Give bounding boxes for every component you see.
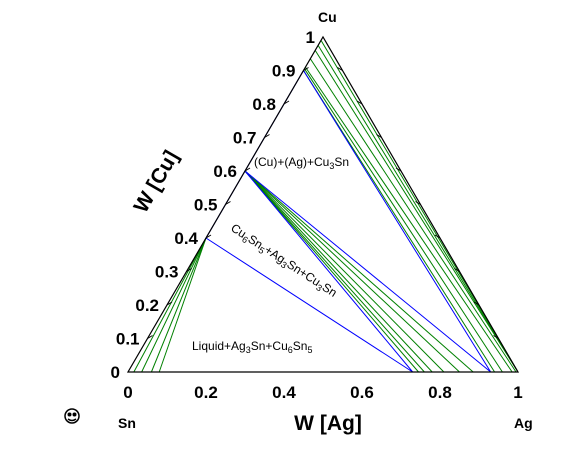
right-edge-tick-4 <box>434 234 441 239</box>
right-edge-tick-7 <box>376 134 382 138</box>
left-edge-tick-5 <box>225 201 231 205</box>
tie-line-17 <box>304 68 503 373</box>
x-tick-label-3: 0.6 <box>350 383 374 402</box>
y-tick-label-1: 0.1 <box>116 330 140 349</box>
y-tick-label-0: 0 <box>111 363 120 382</box>
tie-line-12 <box>305 66 513 373</box>
tie-triangles-layer <box>205 69 492 373</box>
right-edge-tick-2 <box>473 301 480 306</box>
tie-line-7 <box>244 170 460 373</box>
right-edge-tick-1 <box>493 335 499 339</box>
y-tick-label-9: 0.9 <box>272 62 296 81</box>
y-tick-label-8: 0.8 <box>252 95 276 114</box>
y-tick-label-6: 0.6 <box>213 162 237 181</box>
right-edge-tick-9 <box>337 67 343 71</box>
tie-line-9 <box>244 170 433 373</box>
tie-line-18 <box>303 70 496 373</box>
left-edge-tick-4 <box>205 234 212 239</box>
y-tick-labels: 0 0.1 0.2 0.3 0.4 0.5 0.6 0.7 0.8 0.9 1 <box>111 28 315 382</box>
frame-ticks <box>147 67 499 339</box>
right-edge-tick-3 <box>454 268 460 272</box>
logo-icon <box>64 408 80 424</box>
tie-line-13 <box>309 58 517 373</box>
y-axis-title: W [Cu] <box>130 147 184 217</box>
vertex-label-ag: Ag <box>514 415 533 431</box>
tie-line-1 <box>150 237 207 373</box>
region-label-liquid-ag3sn-cu6sn5: Liquid+Ag3Sn+Cu6Sn5 <box>192 339 312 355</box>
x-axis-title: W [Ag] <box>294 412 362 435</box>
vertex-label-sn: Sn <box>118 415 136 431</box>
left-edge-tick-1 <box>147 335 153 339</box>
tie-line-10 <box>244 170 425 373</box>
x-tick-labels: 0 0.2 0.4 0.6 0.8 1 <box>123 383 522 402</box>
y-tick-label-4: 0.4 <box>174 229 198 248</box>
tie-line-14 <box>314 50 519 373</box>
left-edge-tick-9 <box>303 67 309 71</box>
vertex-label-cu: Cu <box>318 9 337 25</box>
y-tick-label-5: 0.5 <box>194 196 218 215</box>
right-edge-tick-5 <box>415 201 421 205</box>
y-tick-label-2: 0.2 <box>135 296 159 315</box>
left-edge-tick-8 <box>283 100 290 105</box>
right-edge-tick-6 <box>395 167 402 172</box>
x-tick-label-1: 0.2 <box>194 383 218 402</box>
y-tick-label-3: 0.3 <box>155 263 179 282</box>
x-tick-label-4: 0.8 <box>428 383 452 402</box>
x-tick-label-5: 1 <box>513 383 522 402</box>
tie-line-15 <box>317 45 518 371</box>
left-edge-tick-2 <box>166 301 173 306</box>
y-tick-label-7: 0.7 <box>233 129 257 148</box>
tie-line-2 <box>141 237 207 373</box>
tie-line-3 <box>133 237 207 373</box>
tie-line-6 <box>244 170 474 373</box>
tie-line-11 <box>244 170 419 373</box>
x-tick-label-2: 0.4 <box>272 383 296 402</box>
y-tick-label-10: 1 <box>306 28 315 47</box>
left-edge-tick-6 <box>244 167 251 172</box>
right-edge-tick-8 <box>356 100 363 105</box>
region-label-cu-ag-cu3sn: (Cu)+(Ag)+Cu3Sn <box>254 155 349 171</box>
tie-triangle-1 <box>244 69 492 373</box>
left-edge-tick-7 <box>264 134 270 138</box>
tie-line-8 <box>244 170 445 373</box>
left-edge-tick-3 <box>186 268 192 272</box>
tie-line-0 <box>158 237 207 373</box>
x-tick-label-0: 0 <box>123 383 132 402</box>
